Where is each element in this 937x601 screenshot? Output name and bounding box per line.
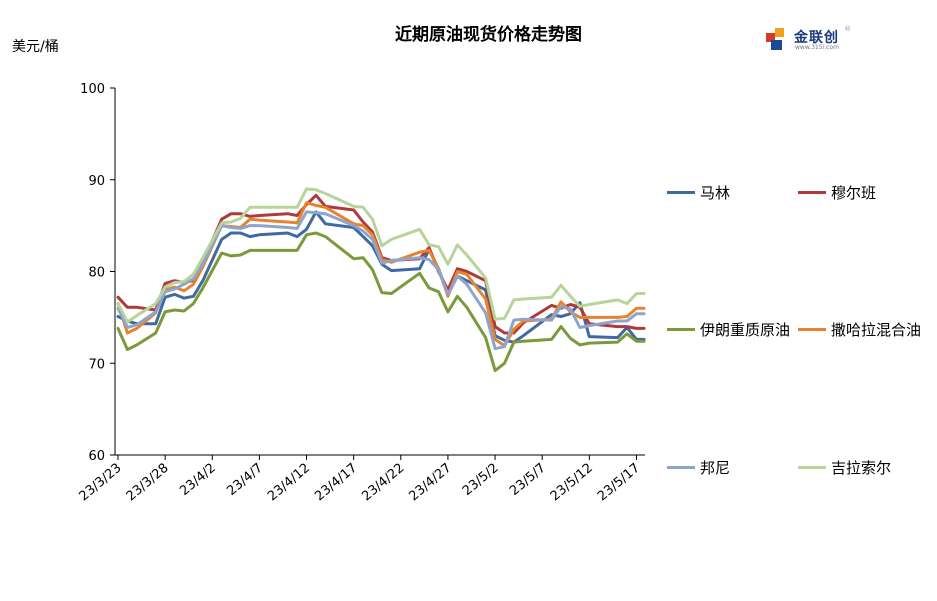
- series-line-5: [116, 187, 646, 324]
- y-tick-label: 80: [88, 266, 105, 281]
- x-tick-label: 23/4/7: [224, 461, 266, 499]
- legend-swatch: [667, 466, 695, 469]
- series-line-3: [116, 201, 646, 348]
- logo-url: www.315i.com: [795, 44, 839, 51]
- x-tick-label: 23/5/2: [460, 461, 502, 499]
- legend-swatch: [798, 191, 826, 194]
- x-tick-label: 23/5/7: [507, 461, 549, 499]
- series-line-4: [116, 210, 646, 351]
- x-tick-label: 23/3/28: [124, 461, 172, 505]
- legend-swatch: [798, 466, 826, 469]
- y-axis-unit-label: 美元/桶: [12, 39, 59, 55]
- logo-text: 金联创: [794, 30, 839, 46]
- legend-label: 吉拉索尔: [831, 459, 892, 477]
- series-line-2: [116, 231, 646, 373]
- legend-label: 穆尔班: [831, 184, 877, 202]
- y-tick-label: 70: [88, 357, 105, 372]
- legend-label: 邦尼: [700, 459, 731, 477]
- x-tick-label: 23/4/12: [265, 461, 313, 505]
- legend-label: 伊朗重质原油: [700, 321, 791, 339]
- logo-mark-icon: [766, 28, 784, 50]
- y-tick-label: 90: [88, 174, 105, 189]
- brand-logo: 金联创 www.315i.com ®: [766, 25, 856, 54]
- y-tick-label: 60: [88, 449, 105, 464]
- legend-swatch: [667, 328, 695, 331]
- y-tick-label: 100: [80, 82, 105, 97]
- legend-swatch: [667, 191, 695, 194]
- x-tick-label: 23/5/12: [548, 461, 596, 505]
- legend-swatch: [798, 328, 826, 331]
- x-tick-label: 23/4/17: [312, 461, 360, 505]
- legend-label: 马林: [700, 184, 731, 202]
- legend-label: 撒哈拉混合油: [831, 321, 922, 339]
- x-tick-label: 23/4/22: [359, 461, 407, 505]
- logo-registered-mark: ®: [844, 25, 851, 33]
- x-tick-label: 23/4/2: [177, 461, 219, 499]
- x-tick-label: 23/3/23: [77, 461, 125, 505]
- chart-title: 近期原油现货价格走势图: [395, 25, 582, 45]
- x-tick-label: 23/5/17: [595, 461, 643, 505]
- x-tick-label: 23/4/27: [406, 461, 454, 505]
